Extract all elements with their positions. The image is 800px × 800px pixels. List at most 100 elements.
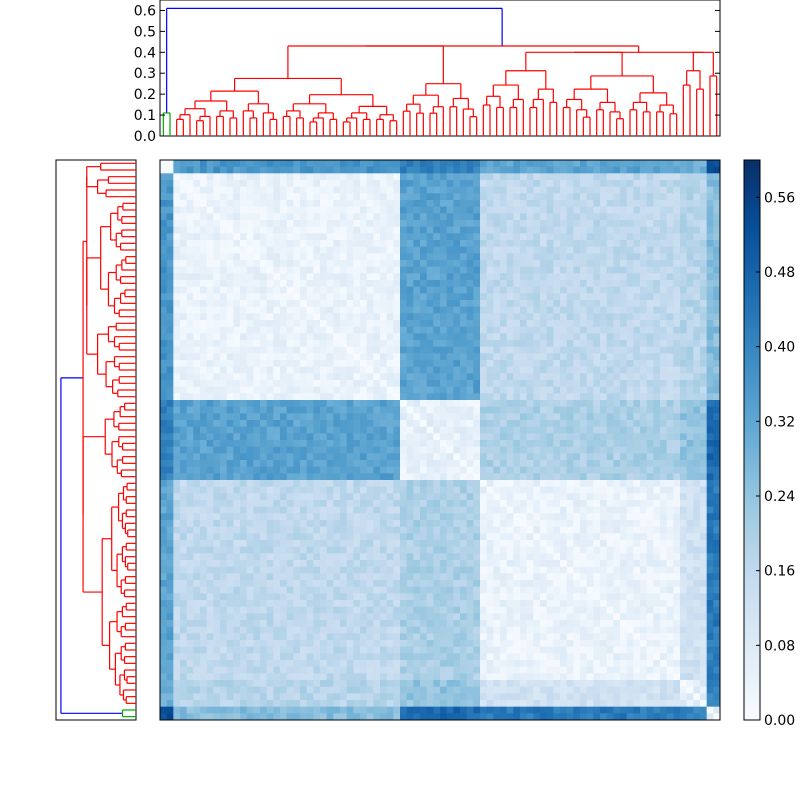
heatmap-cell	[366, 486, 374, 494]
heatmap-cell	[706, 473, 714, 481]
heatmap-cell	[546, 206, 554, 214]
heatmap-cell	[206, 300, 214, 308]
heatmap-cell	[406, 280, 414, 288]
heatmap-cell	[326, 160, 334, 168]
heatmap-cell	[426, 320, 434, 328]
heatmap-cell	[453, 413, 461, 421]
heatmap-cell	[220, 200, 228, 208]
heatmap-cell	[560, 360, 568, 368]
heatmap-cell	[333, 173, 341, 181]
heatmap-cell	[713, 433, 721, 441]
heatmap-cell	[166, 233, 174, 241]
heatmap-cell	[440, 200, 448, 208]
heatmap-cell	[533, 433, 541, 441]
heatmap-cell	[166, 340, 174, 348]
heatmap-cell	[340, 386, 348, 394]
heatmap-cell	[646, 280, 654, 288]
heatmap-cell	[406, 306, 414, 314]
heatmap-cell	[593, 493, 601, 501]
heatmap-cell	[326, 213, 334, 221]
heatmap-cell	[260, 266, 268, 274]
heatmap-cell	[580, 293, 588, 301]
heatmap-cell	[580, 313, 588, 321]
heatmap-cell	[360, 480, 368, 488]
heatmap-cell	[560, 420, 568, 428]
heatmap-cell	[380, 473, 388, 481]
heatmap-cell	[500, 253, 508, 261]
heatmap-cell	[593, 193, 601, 201]
heatmap-cell	[240, 513, 248, 521]
heatmap-cell	[253, 480, 261, 488]
heatmap-cell	[333, 480, 341, 488]
heatmap-cell	[560, 466, 568, 474]
heatmap-cell	[306, 353, 314, 361]
heatmap-cell	[206, 333, 214, 341]
heatmap-cell	[713, 226, 721, 234]
heatmap-cell	[233, 240, 241, 248]
heatmap-cell	[340, 160, 348, 168]
heatmap-cell	[380, 220, 388, 228]
heatmap-cell	[593, 366, 601, 374]
heatmap-cell	[166, 446, 174, 454]
heatmap-cell	[420, 166, 428, 174]
heatmap-cell	[266, 480, 274, 488]
heatmap-cell	[653, 353, 661, 361]
heatmap-cell	[340, 226, 348, 234]
heatmap-cell	[300, 420, 308, 428]
heatmap-cell	[453, 226, 461, 234]
heatmap-cell	[713, 160, 721, 168]
heatmap-cell	[366, 466, 374, 474]
heatmap-cell	[706, 420, 714, 428]
heatmap-cell	[693, 186, 701, 194]
heatmap-cell	[180, 506, 188, 514]
heatmap-cell	[433, 346, 441, 354]
heatmap-cell	[360, 226, 368, 234]
heatmap-cell	[293, 393, 301, 401]
heatmap-cell	[406, 360, 414, 368]
heatmap-cell	[206, 373, 214, 381]
heatmap-cell	[373, 386, 381, 394]
heatmap-cell	[480, 246, 488, 254]
heatmap-cell	[166, 506, 174, 514]
heatmap-cell	[626, 413, 634, 421]
heatmap-cell	[526, 440, 534, 448]
heatmap-cell	[406, 213, 414, 221]
heatmap-cell	[666, 246, 674, 254]
heatmap-cell	[426, 300, 434, 308]
heatmap-cell	[340, 220, 348, 228]
heatmap-cell	[240, 460, 248, 468]
heatmap-cell	[426, 386, 434, 394]
heatmap-cell	[393, 340, 401, 348]
heatmap-cell	[206, 473, 214, 481]
heatmap-cell	[433, 366, 441, 374]
heatmap-cell	[266, 393, 274, 401]
heatmap-cell	[626, 506, 634, 514]
heatmap-cell	[646, 213, 654, 221]
heatmap-cell	[313, 320, 321, 328]
heatmap-cell	[340, 280, 348, 288]
heatmap-cell	[580, 373, 588, 381]
heatmap-cell	[626, 173, 634, 181]
heatmap-cell	[320, 200, 328, 208]
heatmap-cell	[326, 253, 334, 261]
heatmap-cell	[353, 373, 361, 381]
heatmap-cell	[293, 473, 301, 481]
heatmap-cell	[580, 480, 588, 488]
heatmap-cell	[300, 173, 308, 181]
heatmap-cell	[286, 400, 294, 408]
heatmap-cell	[566, 213, 574, 221]
heatmap-cell	[673, 473, 681, 481]
heatmap-cell	[686, 286, 694, 294]
heatmap-cell	[586, 186, 594, 194]
heatmap-cell	[340, 493, 348, 501]
heatmap-cell	[366, 353, 374, 361]
heatmap-cell	[240, 306, 248, 314]
heatmap-cell	[620, 293, 628, 301]
heatmap-cell	[706, 233, 714, 241]
heatmap-cell	[526, 213, 534, 221]
heatmap-cell	[440, 226, 448, 234]
heatmap-cell	[713, 266, 721, 274]
heatmap-cell	[360, 333, 368, 341]
heatmap-cell	[360, 346, 368, 354]
heatmap-cell	[660, 326, 668, 334]
